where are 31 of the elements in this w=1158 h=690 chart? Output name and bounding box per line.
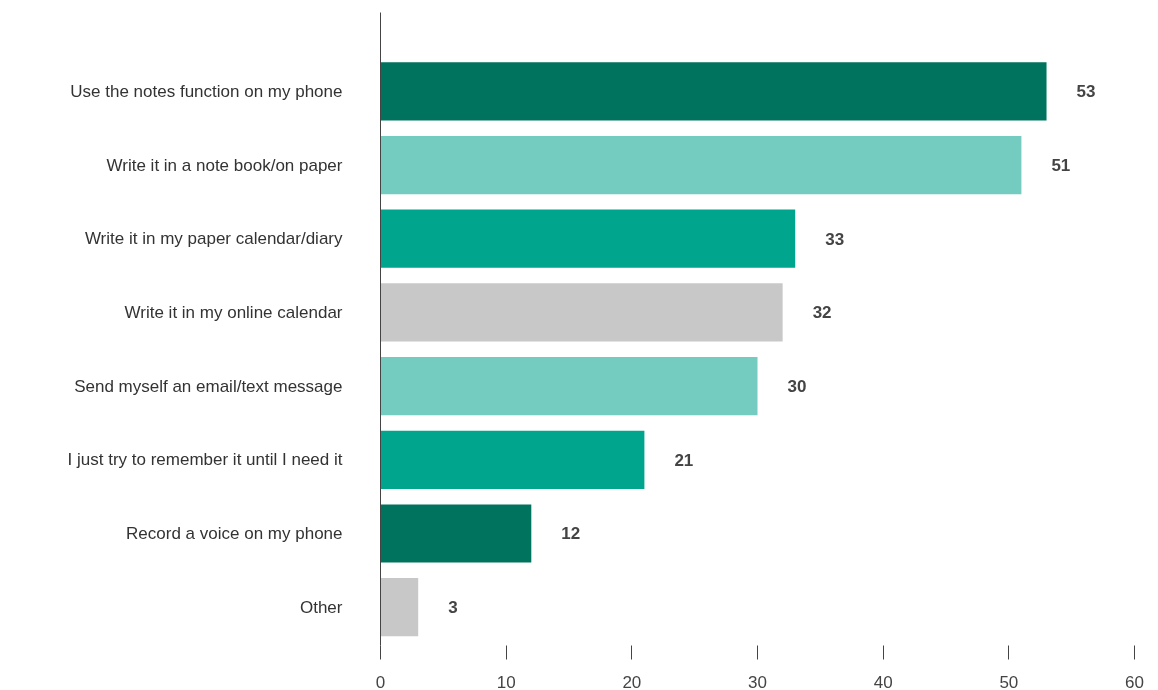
y-tick-label: Write it in my paper calendar/diary — [84, 229, 343, 249]
y-tick-label: I just try to remember it until I need it — [67, 450, 343, 470]
x-tick-label: 20 — [622, 672, 642, 690]
data-label: 32 — [812, 303, 832, 323]
data-label: 30 — [787, 377, 807, 397]
bar — [380, 209, 796, 268]
x-tick-label: 10 — [496, 672, 516, 690]
bar — [380, 62, 1047, 121]
x-tick-label: 50 — [999, 672, 1019, 690]
x-tick-label: 0 — [375, 672, 386, 690]
bar — [380, 430, 645, 489]
x-tick-label: 30 — [748, 672, 767, 690]
y-tick-label: Write it in a note book/on paper — [106, 155, 343, 175]
data-label: 21 — [674, 450, 694, 470]
x-tick-label: 60 — [1125, 672, 1144, 690]
bar — [380, 578, 419, 637]
bar — [380, 504, 532, 563]
data-label: 33 — [825, 229, 845, 249]
y-tick-label: Record a voice on my phone — [126, 523, 343, 543]
data-label: 51 — [1051, 156, 1071, 176]
y-tick-label: Other — [299, 597, 343, 617]
data-label: 53 — [1076, 82, 1096, 102]
bar — [380, 135, 1022, 195]
bar — [380, 357, 758, 416]
y-tick-label: Write it in my online calendar — [124, 302, 343, 322]
y-tick-label: Use the notes function on my phone — [70, 81, 343, 101]
data-label: 3 — [448, 598, 458, 618]
bar — [380, 283, 783, 342]
y-tick-label: Send myself an email/text message — [74, 376, 343, 396]
x-tick-label: 40 — [873, 672, 893, 690]
data-label: 12 — [561, 524, 581, 544]
